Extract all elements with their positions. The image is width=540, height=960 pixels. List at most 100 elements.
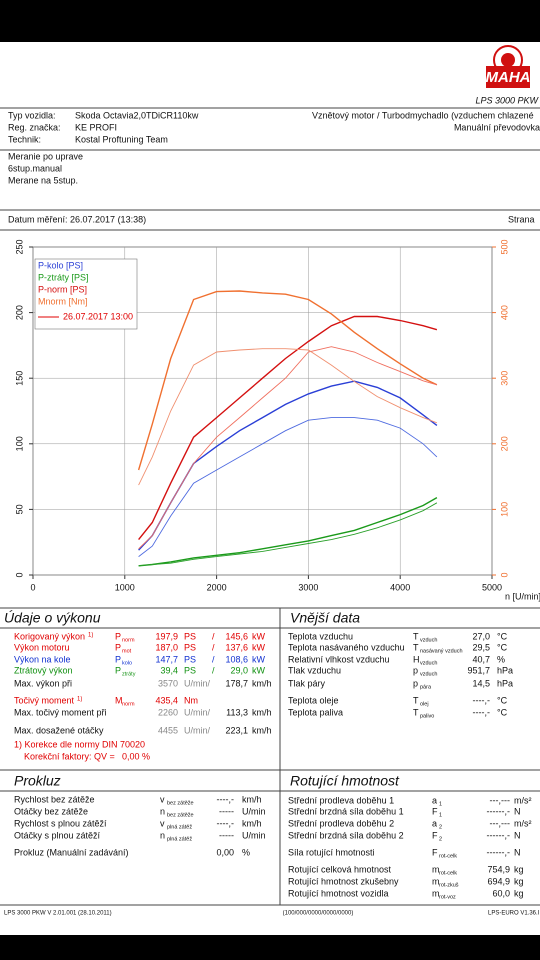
legend-run-label: 26.07.2017 13:00: [63, 311, 133, 321]
unit: °C: [497, 642, 508, 652]
symbol-sub: palivo: [420, 713, 434, 719]
row-label: Teplota nasávaného vzduchu: [288, 642, 405, 652]
value: ----,-: [217, 818, 235, 828]
row-note: 1): [77, 697, 82, 703]
symbol-sub: 2: [439, 836, 442, 842]
series-line: [138, 417, 438, 557]
symbol-sub: bez zátěže: [167, 812, 194, 818]
symbol-sub: vzduch: [420, 637, 437, 643]
row-label: Tlak páry: [288, 678, 326, 688]
symbol: n: [160, 806, 165, 816]
x-tick-label: 0: [30, 582, 35, 592]
unit: U/min/: [184, 678, 211, 688]
row-label: Otáčky bez zátěže: [14, 806, 88, 816]
separator: /: [212, 631, 215, 641]
symbol: a: [432, 795, 437, 805]
symbol: m: [432, 864, 440, 874]
row-label: Teplota paliva: [288, 707, 343, 717]
row-label: Max. výkon při: [14, 678, 72, 688]
row-label: Tlak vzduchu: [288, 665, 341, 675]
unit: km/h: [252, 707, 272, 717]
unit: PS: [184, 631, 196, 641]
symbol-sub: bez zátěže: [167, 800, 194, 806]
footnote: 1) Korekce dle normy DIN 70020: [14, 739, 145, 749]
factor: Korekční faktory: QV =: [24, 751, 115, 761]
series-line: [138, 346, 438, 550]
x-tick-label: 2000: [207, 582, 227, 592]
symbol: p: [413, 678, 418, 688]
y-tick-label: 0: [14, 572, 24, 577]
unit: kg: [514, 864, 524, 874]
unit: N: [514, 830, 521, 840]
logo-text: MAHA: [486, 69, 531, 86]
value: 29,5: [472, 642, 490, 652]
x-tick-label: 5000: [482, 582, 502, 592]
row-label: Střední prodleva doběhu 1: [288, 795, 394, 805]
value: 29,0: [230, 665, 248, 675]
field-label: Technik:: [8, 134, 41, 144]
legend-label: P-kolo [PS]: [38, 260, 83, 270]
value: 39,4: [160, 665, 178, 675]
unit: U/min: [242, 830, 266, 840]
unit: km/h: [252, 725, 272, 735]
unit: PS: [184, 642, 196, 652]
symbol-sub: ztráty: [122, 671, 136, 677]
symbol: m: [432, 876, 440, 886]
symbol-sub: rot-voz: [439, 894, 456, 900]
unit: Nm: [184, 695, 198, 705]
symbol: m: [432, 888, 440, 898]
row-label: Ztrátový výkon: [14, 665, 73, 675]
value: 108,6: [225, 654, 248, 664]
row-label: Max. točivý moment při: [14, 707, 107, 717]
value: ----,-: [217, 794, 235, 804]
row-note: 1): [88, 633, 93, 639]
unit: °C: [497, 631, 508, 641]
y-tick-label: 150: [14, 371, 24, 386]
legend-label: P-ztráty [PS]: [38, 272, 89, 282]
legend-label: Mnorm [Nm]: [38, 296, 88, 306]
symbol: P: [115, 665, 121, 675]
symbol: H: [413, 654, 420, 664]
symbol-sub: plná zátěž: [167, 836, 192, 842]
symbol: F: [432, 806, 438, 816]
series-line: [138, 348, 438, 486]
series-line: [138, 315, 438, 541]
symbol-sub: vzduch: [420, 671, 437, 677]
value: 754,9: [487, 864, 510, 874]
value: ---,---: [490, 795, 510, 805]
value: 145,6: [225, 631, 248, 641]
row-label: Síla rotující hmotnosti: [288, 847, 375, 857]
row-label: Rotující hmotnost zkušebny: [288, 876, 399, 886]
symbol-sub: vzduch: [420, 660, 437, 666]
date: Datum měření: 26.07.2017 (13:38): [8, 214, 146, 224]
symbol: T: [413, 631, 419, 641]
value: 60,0: [492, 888, 510, 898]
y2-tick-label: 300: [499, 371, 509, 386]
value: 223,1: [225, 725, 248, 735]
unit: °C: [497, 707, 508, 717]
row-label: Střední brzdná síla doběhu 1: [288, 806, 404, 816]
product: LPS 3000 PKW: [475, 95, 539, 105]
symbol-sub: 1: [439, 801, 442, 807]
footer-left: LPS 3000 PKW V 2.01.001 (28.10.2011): [4, 911, 112, 917]
symbol: M: [115, 695, 123, 705]
row-label: Střední brzdná síla doběhu 2: [288, 830, 404, 840]
unit: kW: [252, 654, 266, 664]
separator: /: [212, 665, 215, 675]
unit: U/min/: [184, 707, 211, 717]
row-label: Střední prodleva doběhu 2: [288, 818, 394, 828]
symbol-sub: norm: [122, 701, 135, 707]
gearbox: Manuální převodovka: [454, 122, 540, 132]
value: ------,-: [487, 847, 510, 857]
y-tick-label: 200: [14, 305, 24, 320]
value: ----,-: [473, 695, 491, 705]
row-label: Rychlost bez zátěže: [14, 794, 95, 804]
unit: hPa: [497, 665, 513, 675]
unit: kg: [514, 876, 524, 886]
value: ----,-: [473, 707, 491, 717]
section-title: Rotující hmotnost: [290, 773, 400, 789]
logo-gear: [501, 53, 515, 67]
row-label: Relativní vlhkost vzduchu: [288, 654, 390, 664]
value: -----: [219, 806, 234, 816]
